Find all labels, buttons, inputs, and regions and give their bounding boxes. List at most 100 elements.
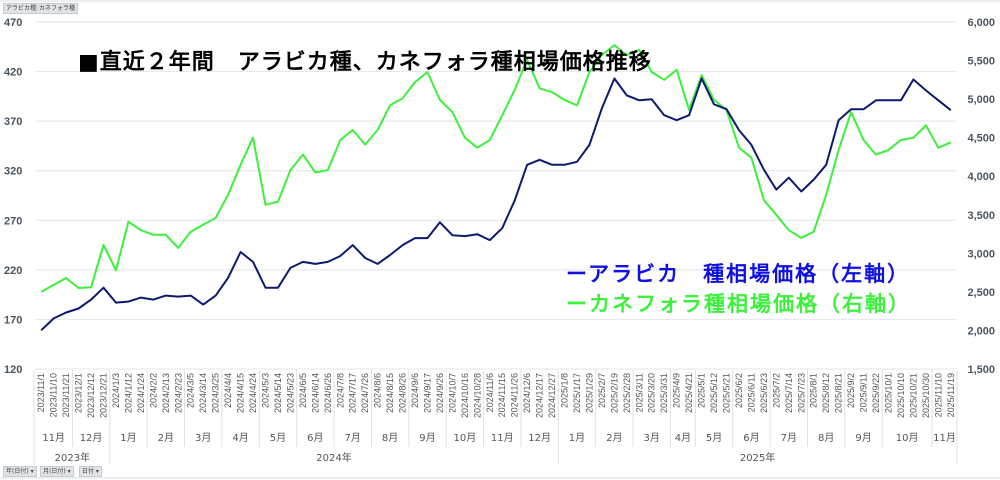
x-axis-date-label: 2024/3/14 [198, 373, 208, 413]
x-axis-date-label: 2024/8/15 [385, 373, 395, 413]
right-axis-tick-label: 5,000 [967, 94, 995, 106]
x-axis-date-label: 2024/6/26 [323, 373, 333, 413]
right-axis-tick-label: 4,500 [967, 133, 995, 145]
x-axis-date-label: 2025/1/8 [560, 373, 570, 408]
legend-arabica: ーアラビカ 種相場価格（左軸） [566, 262, 911, 286]
left-axis-tick-label: 170 [4, 314, 22, 326]
x-axis-month-label: 9月 [855, 432, 871, 444]
series-line-arabica [40, 77, 952, 332]
filter-button-month[interactable]: 月(日付) ▾ [40, 466, 74, 477]
left-axis-tick-label: 120 [4, 364, 22, 376]
left-axis-tick-label: 220 [4, 265, 22, 277]
x-axis-date-label: 2024/10/7 [447, 373, 457, 413]
x-axis-month-label: 3月 [644, 432, 660, 444]
x-axis-date-label: 2025/4/21 [684, 373, 694, 413]
series-line-canephora [40, 44, 952, 293]
x-axis-month-label: 8月 [818, 432, 834, 444]
x-axis-month-label: 11月 [933, 432, 956, 444]
x-axis-year-label: 2025年 [740, 451, 775, 464]
x-axis-date-label: 2024/3/25 [211, 373, 221, 413]
pivot-button-canephora[interactable]: カネフォラ種 [36, 3, 79, 14]
left-axis-tick-label: 370 [4, 116, 22, 128]
right-axis-tick-label: 1,500 [967, 364, 995, 376]
x-axis-date-label: 2023/12/21 [99, 373, 109, 418]
x-axis-date-label: 2024/12/6 [522, 373, 532, 413]
left-axis-tick-label: 320 [4, 166, 22, 178]
x-axis-date-label: 2024/9/26 [435, 373, 445, 413]
x-axis-date-label: 2023/12/1 [74, 373, 84, 413]
x-axis-date-label: 2023/11/1 [36, 373, 46, 412]
x-axis-month-label: 8月 [382, 432, 398, 444]
left-axis-tick-label: 270 [4, 215, 22, 227]
x-axis-month-label: 10月 [896, 432, 919, 444]
right-axis-tick-label: 3,500 [967, 210, 995, 222]
left-axis-tick-label: 420 [4, 67, 22, 79]
x-axis-date-label: 2024/12/17 [535, 373, 545, 418]
x-axis-date-label: 2023/12/12 [86, 373, 96, 418]
x-axis-date-label: 2024/9/17 [422, 373, 432, 413]
x-axis-date-label: 2023/11/21 [61, 373, 71, 417]
x-axis-date-label: 2024/7/8 [335, 373, 345, 408]
x-axis-date-label: 2024/1/12 [123, 373, 133, 413]
x-axis-date-label: 2025/7/14 [784, 373, 794, 413]
x-axis-month-label: 4月 [232, 432, 248, 444]
legend-canephora: ーカネフォラ種相場価格（右軸） [566, 292, 911, 316]
x-axis-date-label: 2024/5/14 [273, 373, 283, 413]
filter-button-date[interactable]: 日付 ▾ [79, 466, 102, 477]
x-axis-date-label: 2025/8/21 [834, 373, 844, 413]
x-axis-year-label: 2023年 [55, 451, 90, 464]
x-axis-date-label: 2025/11/19 [946, 373, 956, 417]
right-axis-tick-label: 2,000 [967, 325, 995, 337]
x-axis-date-label: 2025/9/2 [846, 373, 856, 408]
x-axis-date-label: 2025/10/30 [921, 373, 931, 418]
x-axis-date-label: 2025/8/12 [821, 373, 831, 413]
x-axis-month-label: 10月 [453, 432, 476, 444]
x-axis-date-label: 2025/3/31 [659, 373, 669, 413]
x-axis-date-label: 2025/2/7 [597, 373, 607, 408]
x-axis-month-label: 2月 [158, 432, 174, 444]
x-axis-date-label: 2025/7/23 [796, 373, 806, 413]
x-axis-month-label: 2月 [606, 432, 622, 444]
filter-button-year[interactable]: 年(日付) ▾ [3, 466, 37, 477]
x-axis-date-label: 2025/4/9 [672, 373, 682, 408]
x-axis-date-label: 2024/2/13 [161, 373, 171, 413]
x-axis-date-label: 2025/5/21 [722, 373, 732, 413]
x-axis-date-label: 2024/7/17 [348, 373, 358, 413]
x-axis-month-label: 5月 [706, 432, 722, 444]
x-axis-date-label: 2024/10/16 [460, 373, 470, 418]
chart-title: ■直近２年間 アラビカ種、カネフォラ種相場価格推移 [78, 50, 652, 75]
x-axis-date-label: 2025/10/10 [896, 373, 906, 418]
x-axis-date-label: 2024/3/5 [186, 373, 196, 408]
x-axis-month-label: 12月 [80, 432, 103, 444]
x-axis-date-label: 2025/2/19 [609, 373, 619, 413]
x-axis-month-label: 6月 [743, 432, 759, 444]
x-axis-date-label: 2024/9/6 [410, 373, 420, 408]
x-axis-date-label: 2024/4/24 [248, 373, 258, 413]
x-axis-date-label: 2024/8/6 [373, 373, 383, 408]
x-axis-month-label: 1月 [569, 432, 585, 444]
x-axis-date-label: 2025/2/28 [622, 373, 632, 413]
right-axis-tick-label: 3,000 [967, 248, 995, 260]
x-axis-date-label: 2025/6/2 [734, 373, 744, 408]
x-axis-date-label: 2025/9/11 [859, 373, 869, 412]
x-axis-date-label: 2025/10/1 [883, 373, 893, 413]
x-axis-month-label: 11月 [42, 432, 65, 444]
x-axis-date-label: 2024/6/5 [298, 373, 308, 408]
x-axis-month-label: 1月 [120, 432, 136, 444]
x-axis-date-label: 2024/1/24 [136, 373, 146, 413]
x-axis-year-label: 2024年 [316, 451, 351, 464]
x-axis-month-label: 5月 [270, 432, 286, 444]
right-axis-tick-label: 6,000 [967, 17, 995, 29]
x-axis-date-label: 2025/6/11 [746, 373, 756, 412]
x-axis-date-label: 2024/10/28 [472, 373, 482, 418]
left-axis-tick-label: 470 [4, 17, 22, 29]
x-axis-date-label: 2024/11/6 [485, 373, 495, 412]
x-axis-month-label: 4月 [675, 432, 691, 444]
x-axis-month-label: 3月 [195, 432, 211, 444]
x-axis-date-label: 2024/6/14 [310, 373, 320, 413]
x-axis-date-label: 2025/7/2 [771, 373, 781, 408]
x-axis-month-label: 7月 [345, 432, 361, 444]
x-axis-date-label: 2025/5/12 [709, 373, 719, 413]
right-axis-tick-label: 4,000 [967, 171, 995, 183]
